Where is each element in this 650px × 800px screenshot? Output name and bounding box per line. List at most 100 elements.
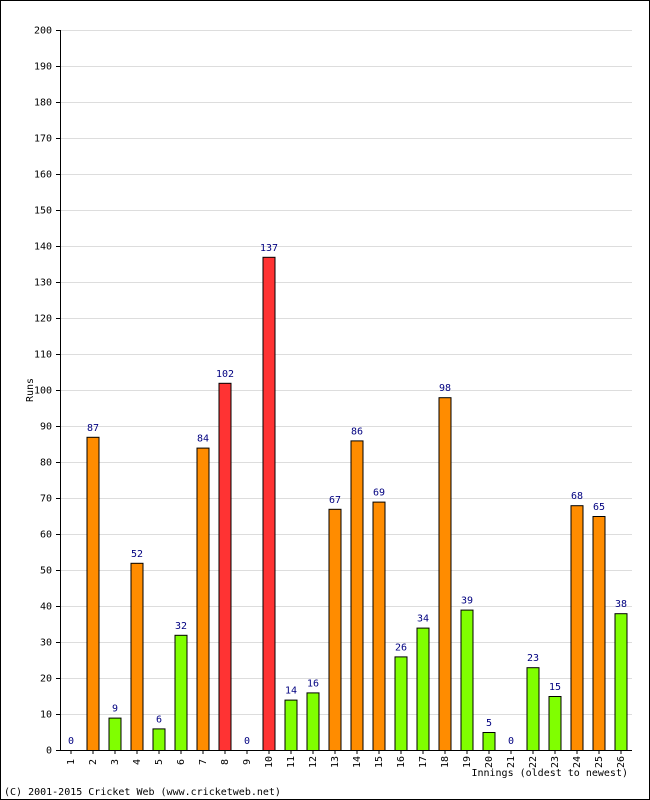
bar — [372, 501, 386, 751]
y-tick-label: 120 — [34, 314, 52, 325]
x-tick-label: 5 — [154, 759, 165, 765]
x-tick-label: 4 — [132, 759, 143, 765]
x-tick-label: 23 — [550, 756, 561, 768]
value-label: 86 — [351, 426, 363, 437]
y-tick-label: 20 — [40, 674, 52, 685]
x-tick-label: 24 — [572, 756, 583, 768]
value-label: 26 — [395, 642, 407, 653]
x-tick-label: 7 — [198, 759, 209, 765]
x-tick-label: 21 — [506, 756, 517, 768]
value-label: 102 — [216, 369, 234, 380]
x-tick-label: 17 — [418, 756, 429, 768]
bar — [592, 516, 606, 751]
x-tick-label: 14 — [352, 756, 363, 768]
value-label: 67 — [329, 495, 341, 506]
value-label: 23 — [527, 653, 539, 664]
bar — [306, 692, 320, 752]
x-tick-label: 22 — [528, 756, 539, 768]
bar — [218, 382, 232, 751]
value-label: 6 — [156, 714, 162, 725]
bar — [108, 717, 122, 751]
value-label: 34 — [417, 614, 429, 625]
y-tick-label: 10 — [40, 710, 52, 721]
x-tick-label: 6 — [176, 759, 187, 765]
y-tick-label: 0 — [46, 746, 52, 757]
y-tick-label: 180 — [34, 98, 52, 109]
value-label: 14 — [285, 686, 297, 697]
y-tick-label: 50 — [40, 566, 52, 577]
y-tick-label: 90 — [40, 422, 52, 433]
y-tick-label: 200 — [34, 26, 52, 37]
x-tick-label: 12 — [308, 756, 319, 768]
bar — [548, 696, 562, 751]
value-label: 32 — [175, 621, 187, 632]
x-tick-label: 1 — [66, 759, 77, 765]
y-axis-label: Runs — [25, 378, 36, 402]
bar — [570, 505, 584, 752]
x-tick-label: 18 — [440, 756, 451, 768]
value-label: 38 — [615, 599, 627, 610]
x-tick-label: 10 — [264, 756, 275, 768]
bar — [284, 699, 298, 751]
bar — [262, 256, 276, 751]
value-label: 84 — [197, 434, 209, 445]
x-tick-label: 13 — [330, 756, 341, 768]
bar — [460, 609, 474, 751]
x-tick-label: 19 — [462, 756, 473, 768]
bar — [174, 634, 188, 751]
value-label: 98 — [439, 383, 451, 394]
value-label: 137 — [260, 243, 278, 254]
x-tick-label: 8 — [220, 759, 231, 765]
value-label: 0 — [244, 736, 250, 747]
bar — [526, 667, 540, 752]
value-label: 52 — [131, 549, 143, 560]
x-tick-label: 26 — [616, 756, 627, 768]
bar — [394, 656, 408, 752]
value-label: 9 — [112, 704, 118, 715]
y-tick-label: 140 — [34, 242, 52, 253]
bar — [86, 436, 100, 751]
bar — [196, 447, 210, 751]
value-label: 39 — [461, 596, 473, 607]
value-label: 0 — [508, 736, 514, 747]
y-tick-label: 80 — [40, 458, 52, 469]
bar — [152, 728, 166, 752]
value-label: 5 — [486, 718, 492, 729]
x-tick-label: 11 — [286, 756, 297, 768]
y-tick-label: 40 — [40, 602, 52, 613]
bar — [328, 508, 342, 751]
y-tick-label: 70 — [40, 494, 52, 505]
value-label: 0 — [68, 736, 74, 747]
y-tick-label: 100 — [34, 386, 52, 397]
footer: (C) 2001-2015 Cricket Web (www.cricketwe… — [4, 787, 281, 798]
bar — [130, 562, 144, 751]
x-tick-label: 3 — [110, 759, 121, 765]
y-tick-label: 30 — [40, 638, 52, 649]
x-tick-label: 2 — [88, 759, 99, 765]
y-tick-label: 110 — [34, 350, 52, 361]
value-label: 16 — [307, 678, 319, 689]
bar — [416, 627, 430, 751]
x-tick-label: 16 — [396, 756, 407, 768]
x-tick-label: 25 — [594, 756, 605, 768]
value-label: 69 — [373, 488, 385, 499]
y-tick-label: 190 — [34, 62, 52, 73]
bar — [350, 440, 364, 751]
value-label: 68 — [571, 491, 583, 502]
x-axis-label: Innings (oldest to newest) — [471, 768, 628, 779]
value-label: 15 — [549, 682, 561, 693]
x-tick-label: 15 — [374, 756, 385, 768]
y-tick-label: 60 — [40, 530, 52, 541]
x-tick-label: 20 — [484, 756, 495, 768]
y-tick-label: 160 — [34, 170, 52, 181]
value-label: 87 — [87, 423, 99, 434]
bar — [438, 397, 452, 751]
y-tick-label: 170 — [34, 134, 52, 145]
bar — [482, 732, 496, 751]
y-tick-label: 130 — [34, 278, 52, 289]
y-tick-label: 150 — [34, 206, 52, 217]
bar — [614, 613, 628, 752]
value-label: 65 — [593, 502, 605, 513]
